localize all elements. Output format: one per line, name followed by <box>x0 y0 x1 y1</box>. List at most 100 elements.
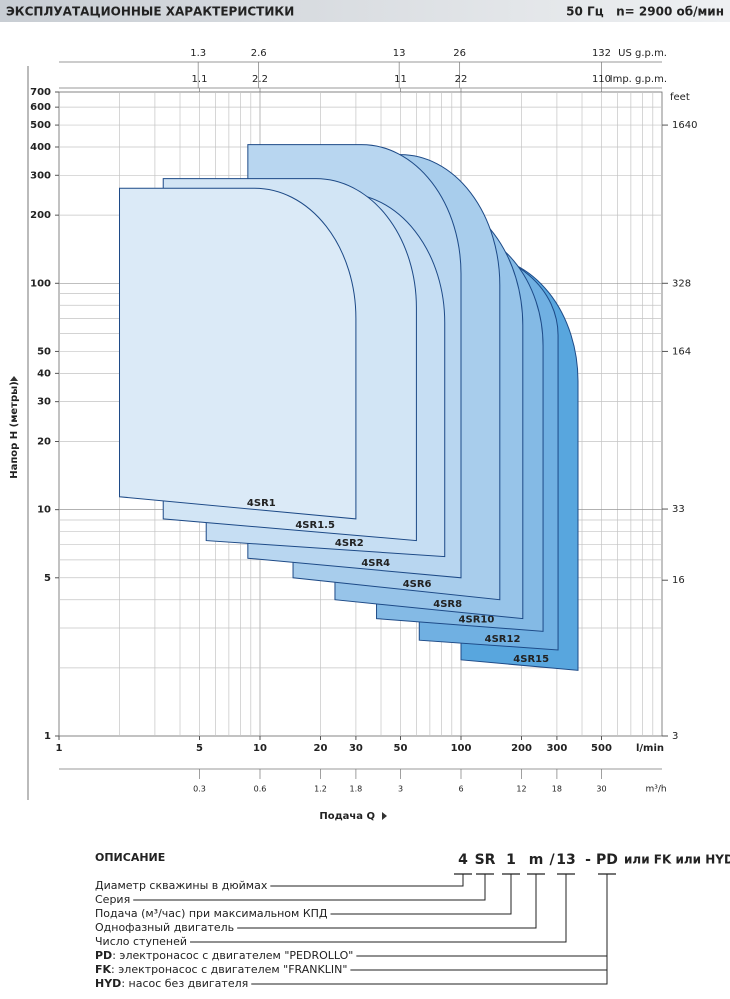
x-tick-label: 20 <box>314 743 328 754</box>
description-item: HYD: насос без двигателя <box>95 977 248 990</box>
series-label: 4SR1 <box>247 498 276 509</box>
top-axis-label: 132 <box>592 48 611 59</box>
pump-range <box>119 187 357 520</box>
top-axis-label: 22 <box>455 74 468 85</box>
y-arrow <box>10 376 18 381</box>
bottom-axis-label: 0.6 <box>254 785 267 794</box>
code-part: или FK или HYD <box>624 853 730 867</box>
y-tick-label: 5 <box>44 573 51 584</box>
x-tick-label: 30 <box>349 743 363 754</box>
y-tick-label: 1 <box>44 731 51 742</box>
item-text: Подача (м³/час) при максимальном КПД <box>95 907 328 920</box>
item-key: HYD <box>95 977 121 990</box>
y2-tick-label: 3 <box>672 731 678 742</box>
y2-tick-label: 328 <box>672 278 691 289</box>
y-tick-label: 600 <box>30 102 51 113</box>
code-part: / <box>549 852 555 868</box>
y-axis-title: Напор H (метры) <box>9 381 20 478</box>
top-axis-label: 2.2 <box>252 74 268 85</box>
header-title: ЭКСПЛУАТАЦИОННЫЕ ХАРАКТЕРИСТИКИ <box>6 5 294 19</box>
top-axis-label: 26 <box>453 48 466 59</box>
item-text: : электронасос с двигателем "FRANKLIN" <box>111 963 347 976</box>
x-tick-label: 200 <box>511 743 532 754</box>
connector <box>270 874 464 887</box>
y2-tick-label: 164 <box>672 346 691 357</box>
y-tick-label: 500 <box>30 120 51 131</box>
item-text: Однофазный двигатель <box>95 921 234 934</box>
y-tick-label: 40 <box>37 368 51 379</box>
bottom-axis-label: 1.8 <box>350 785 363 794</box>
y2-tick-label: 1640 <box>672 120 697 131</box>
y-tick-label: 30 <box>37 397 51 408</box>
x-unit: l/min <box>636 743 664 754</box>
code-part: 13 <box>556 852 575 868</box>
x-tick-label: 100 <box>451 743 472 754</box>
x-tick-label: 300 <box>546 743 567 754</box>
connector <box>251 874 608 985</box>
x-tick-label: 10 <box>253 743 267 754</box>
x-tick-label: 1 <box>56 743 63 754</box>
series-label: 4SR4 <box>361 558 390 569</box>
series-label: 4SR1.5 <box>295 520 335 531</box>
item-key: FK <box>95 963 112 976</box>
item-key: PD <box>95 949 112 962</box>
x-axis-title: Подача Q <box>319 811 375 822</box>
code-part: 1 <box>506 852 516 868</box>
code-part: 4 <box>458 852 468 868</box>
description-item: Диаметр скважины в дюймах <box>95 879 268 892</box>
top-axis-unit: Imp. g.p.m. <box>610 74 667 85</box>
bottom-axis-unit: m³/h <box>645 785 666 795</box>
x-tick-label: 50 <box>394 743 408 754</box>
connector <box>237 874 537 929</box>
bottom-axis-label: 6 <box>458 785 463 794</box>
top-axis-label: 1.1 <box>192 74 208 85</box>
bottom-axis-label: 30 <box>596 785 606 794</box>
item-text: : электронасос с двигателем "PEDROLLO" <box>112 949 353 962</box>
bottom-axis-label: 1.2 <box>314 785 327 794</box>
code-part: PD <box>596 852 618 868</box>
item-text: Число ступеней <box>95 935 187 948</box>
top-axis-label: 11 <box>394 74 407 85</box>
y-tick-label: 10 <box>37 505 51 516</box>
description-item: Число ступеней <box>95 935 187 948</box>
code-part: m <box>529 852 544 868</box>
x-tick-label: 500 <box>591 743 612 754</box>
series-label: 4SR2 <box>335 538 364 549</box>
description-item: Подача (м³/час) при максимальном КПД <box>95 907 328 920</box>
item-text: : насос без двигателя <box>121 977 248 990</box>
description-item: Серия <box>95 893 130 906</box>
x-tick-label: 5 <box>196 743 203 754</box>
top-axis-label: 13 <box>393 48 406 59</box>
description-title: ОПИСАНИЕ <box>95 851 165 864</box>
y2-tick-label: 33 <box>672 504 685 515</box>
connector <box>330 874 512 915</box>
series-label: 4SR15 <box>513 654 549 665</box>
bottom-axis-label: 3 <box>398 785 403 794</box>
bottom-axis-label: 0.3 <box>193 785 206 794</box>
description-item: Однофазный двигатель <box>95 921 234 934</box>
description-item: FK: электронасос с двигателем "FRANKLIN" <box>95 963 347 976</box>
item-text: Серия <box>95 893 130 906</box>
bottom-axis-label: 12 <box>516 785 526 794</box>
series-label: 4SR8 <box>433 599 462 610</box>
connector <box>190 874 567 943</box>
y-tick-label: 200 <box>30 210 51 221</box>
y-tick-label: 20 <box>37 437 51 448</box>
series-label: 4SR6 <box>403 579 432 590</box>
series-label: 4SR12 <box>485 634 521 645</box>
y-tick-label: 400 <box>30 142 51 153</box>
y-tick-label: 100 <box>30 278 51 289</box>
x-arrow <box>382 812 387 820</box>
connector <box>133 874 486 901</box>
top-axis-label: 110 <box>592 74 611 85</box>
bottom-axis-label: 18 <box>552 785 562 794</box>
y-tick-label: 300 <box>30 170 51 181</box>
header-conditions: 50 Гц n= 2900 об/мин <box>566 5 724 19</box>
code-part: - <box>585 852 591 868</box>
y-tick-label: 700 <box>30 87 51 98</box>
series-label: 4SR10 <box>459 614 495 625</box>
code-part: SR <box>475 852 496 868</box>
top-axis-label: 1.3 <box>190 48 206 59</box>
y2-unit: feet <box>670 92 690 103</box>
